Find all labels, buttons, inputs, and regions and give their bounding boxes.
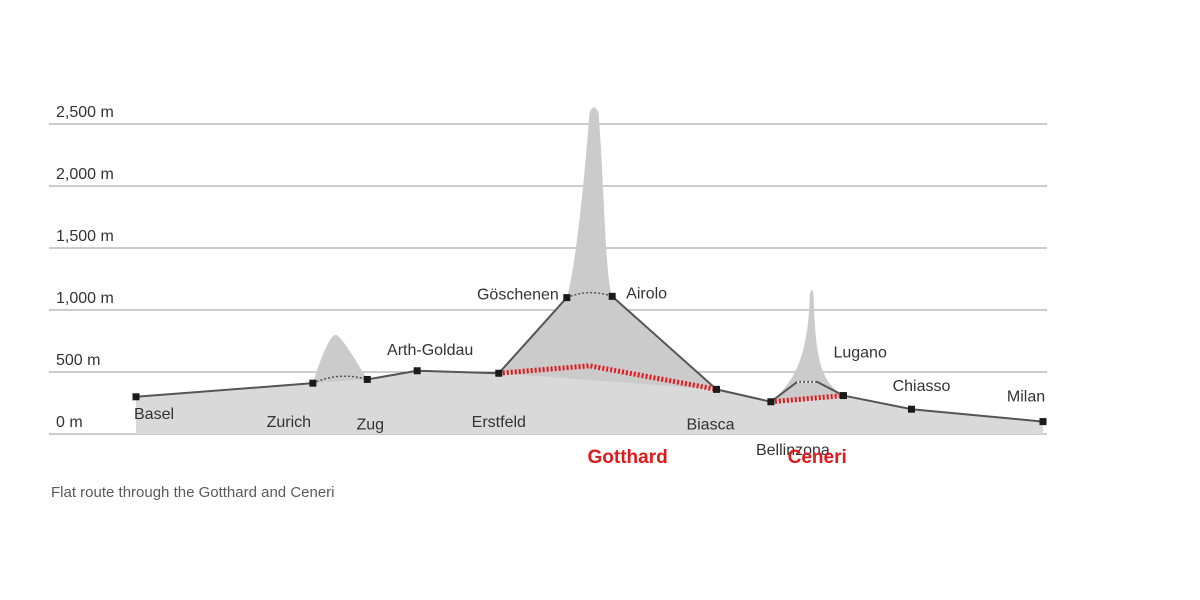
tunnel-name-label: Gotthard [588, 447, 668, 468]
station-label: Airolo [626, 285, 667, 302]
y-tick-label: 1,500 m [56, 228, 114, 245]
station-label: Erstfeld [472, 414, 526, 431]
station-marker [907, 405, 915, 413]
route-segment [611, 295, 718, 391]
stations: Basel Zurich Zug Arth-Goldau Erstfeld Göschen… [132, 285, 1047, 459]
route-segment [911, 408, 1044, 423]
station-marker [363, 375, 371, 383]
route-line [135, 291, 1044, 423]
route-segment [367, 369, 418, 381]
station-marker [132, 393, 140, 401]
chart-caption: Flat route through the Gotthard and Cene… [51, 484, 335, 501]
station-marker [712, 385, 720, 393]
station-marker [413, 367, 421, 375]
mountain-gotthard [498, 107, 717, 390]
station-label: Milan [1007, 389, 1045, 406]
y-tick-label: 2,500 m [56, 104, 114, 121]
y-tick-label: 500 m [56, 352, 100, 369]
station-label: Basel [134, 406, 174, 423]
mountain-zug [312, 334, 368, 384]
station-marker [495, 369, 503, 377]
tunnel-name-label: Ceneri [788, 447, 847, 468]
route-segment [135, 382, 313, 398]
route-segment [417, 369, 499, 375]
tunnel-labels: Gotthard Ceneri [588, 447, 847, 468]
station-label: Bellinzona [756, 442, 830, 459]
station-label: Chiasso [893, 378, 951, 395]
station-marker [767, 398, 775, 406]
route-tunnel-dotted [312, 375, 368, 384]
route-segment [716, 388, 772, 403]
station-label: Zug [356, 416, 384, 433]
station-label: Arth-Goldau [387, 342, 473, 359]
route-segment [498, 296, 568, 374]
y-tick-label: 0 m [56, 414, 83, 431]
route-segment [843, 394, 912, 411]
station-label: Biasca [686, 416, 734, 433]
station-label: Zurich [267, 414, 311, 431]
y-gridlines: 0 m 500 m 1,000 m 1,500 m 2,000 m 2,500 m [49, 104, 1047, 435]
station-label: Lugano [833, 345, 886, 362]
y-tick-label: 1,000 m [56, 290, 114, 307]
tunnels [498, 363, 844, 405]
base-tunnel-line [498, 363, 717, 392]
base-tunnel-line [770, 393, 844, 405]
station-marker [1039, 418, 1047, 426]
station-label: Göschenen [477, 287, 559, 304]
station-marker [309, 379, 317, 387]
mountain-ceneri [770, 290, 844, 402]
station-marker [839, 392, 847, 400]
station-marker [563, 294, 571, 302]
station-marker [608, 292, 616, 300]
y-tick-label: 2,000 m [56, 166, 114, 183]
